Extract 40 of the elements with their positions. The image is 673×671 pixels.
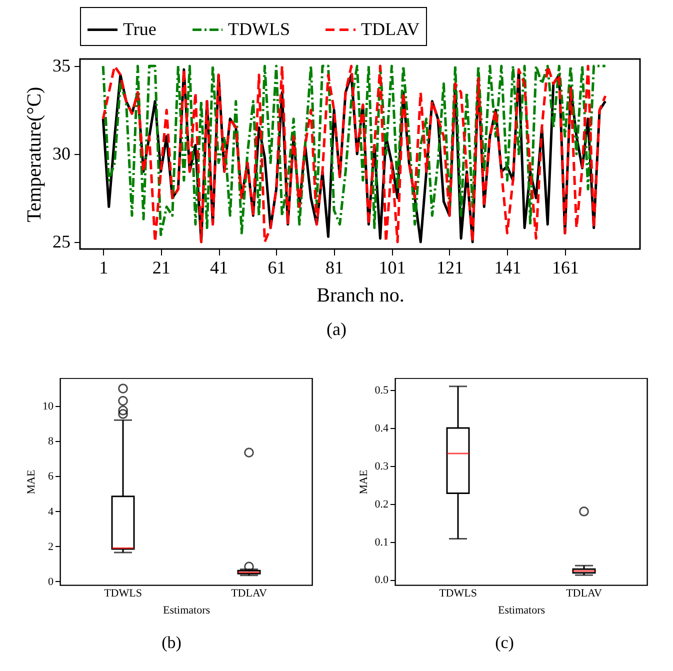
y-tick-label: 35 — [52, 56, 70, 76]
x-tick-label: TDWLS — [104, 588, 142, 600]
y-tick-label: 4 — [48, 506, 54, 518]
y-tick-label: 25 — [52, 231, 70, 252]
y-tick-label: 6 — [48, 470, 54, 483]
x-axis-title: Branch no. — [316, 284, 404, 306]
y-tick-label: 0.5 — [374, 384, 388, 397]
y-tick-label: 0.1 — [374, 536, 388, 548]
text: (c) — [495, 633, 514, 653]
y-tick-label: 0.0 — [374, 574, 388, 586]
y-tick-label: 0 — [48, 576, 54, 588]
text: (a) — [326, 319, 346, 340]
x-tick-label: TDWLS — [438, 588, 476, 600]
y-tick-label: 0.2 — [374, 498, 388, 510]
y-tick-label: 0.4 — [374, 422, 388, 435]
y-axis-title: MAE — [357, 470, 370, 494]
x-tick-label: TDLAV — [566, 588, 602, 600]
y-axis-title: Temperature(°C) — [23, 86, 45, 222]
y-axis-title: MAE — [26, 470, 38, 494]
x-tick-label: 61 — [267, 258, 286, 278]
x-axis-title: Estimators — [497, 604, 545, 616]
x-tick-label: 81 — [325, 258, 344, 278]
legend-label: TDLAV — [360, 18, 420, 39]
text: (b) — [162, 633, 182, 653]
y-tick-label: 10 — [42, 400, 54, 413]
y-tick-label: 0.3 — [374, 460, 388, 472]
x-tick-label: 101 — [378, 258, 406, 278]
y-tick-label: 8 — [48, 436, 54, 448]
y-tick-label: 2 — [48, 540, 54, 553]
legend-label: TDWLS — [228, 18, 290, 39]
legend-label: True — [122, 18, 156, 39]
x-tick-label: 121 — [436, 258, 463, 278]
x-axis-title: Estimators — [162, 604, 210, 616]
x-tick-label: 21 — [152, 258, 170, 278]
y-tick-label: 30 — [52, 144, 70, 164]
x-tick-label: TDLAV — [231, 588, 267, 600]
x-tick-label: 141 — [494, 258, 521, 278]
x-tick-label: 41 — [210, 258, 228, 278]
x-tick-label: 1 — [98, 258, 108, 278]
x-tick-label: 161 — [551, 258, 578, 278]
